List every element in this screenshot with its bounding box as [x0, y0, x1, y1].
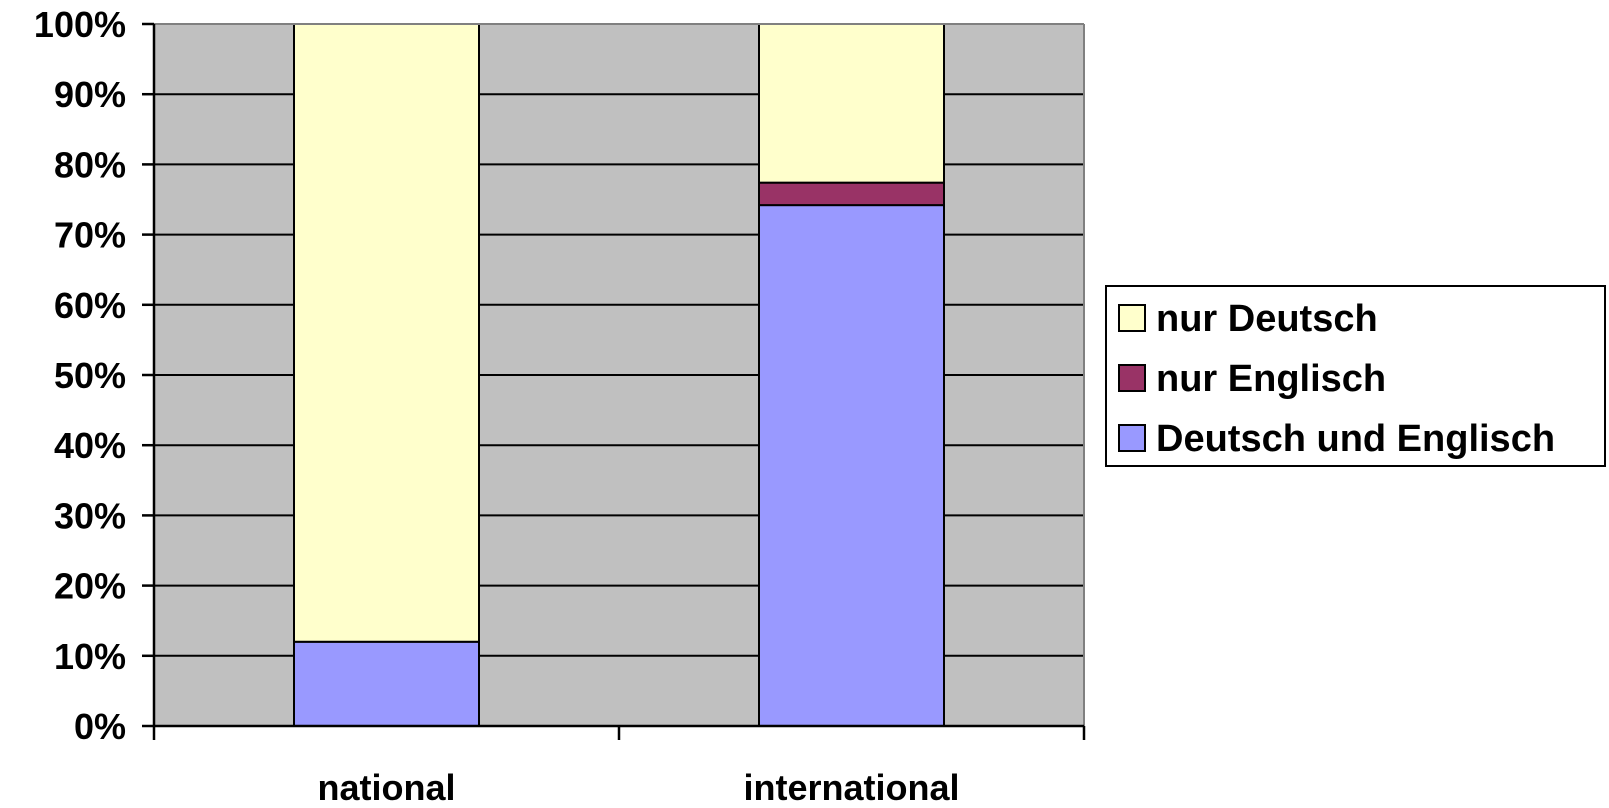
legend-label-nur-englisch: nur Englisch	[1156, 358, 1386, 400]
legend-swatch-deutsch-und-englisch	[1118, 424, 1146, 452]
x-tick-labels: national international	[317, 767, 959, 808]
legend-swatch-nur-englisch	[1118, 364, 1146, 392]
legend-swatch-nur-deutsch	[1118, 304, 1146, 332]
axes	[142, 22, 1086, 740]
y-tick-label: 0%	[74, 706, 126, 747]
legend: nur Deutsch nur Englisch Deutsch und Engli…	[1105, 285, 1606, 467]
bar-international-nur-deutsch	[758, 23, 945, 184]
y-tick-label: 30%	[54, 495, 126, 536]
y-tick-label: 60%	[54, 285, 126, 326]
legend-label-nur-deutsch: nur Deutsch	[1156, 298, 1378, 340]
y-tick-label: 70%	[54, 215, 126, 256]
bar-international-deutsch-und-englisch	[758, 204, 945, 727]
y-tick-label: 40%	[54, 425, 126, 466]
y-tick-label: 80%	[54, 144, 126, 185]
legend-box	[1105, 285, 1606, 467]
y-tick-label: 20%	[54, 566, 126, 607]
y-tick-labels: 0% 10% 20% 30% 40% 50% 60% 70% 80% 90% 100%	[34, 4, 126, 747]
x-tick-label: national	[317, 767, 455, 808]
x-tick-label: international	[743, 767, 959, 808]
y-tick-label: 90%	[54, 74, 126, 115]
bar-national-nur-deutsch	[293, 23, 480, 643]
bars	[293, 23, 945, 728]
y-tick-label: 100%	[34, 4, 126, 45]
y-tick-label: 10%	[54, 636, 126, 677]
bar-international-nur-englisch	[758, 181, 945, 207]
bar-national-deutsch-und-englisch	[293, 640, 480, 728]
legend-label-deutsch-und-englisch: Deutsch und Englisch	[1156, 418, 1555, 460]
y-tick-label: 50%	[54, 355, 126, 396]
